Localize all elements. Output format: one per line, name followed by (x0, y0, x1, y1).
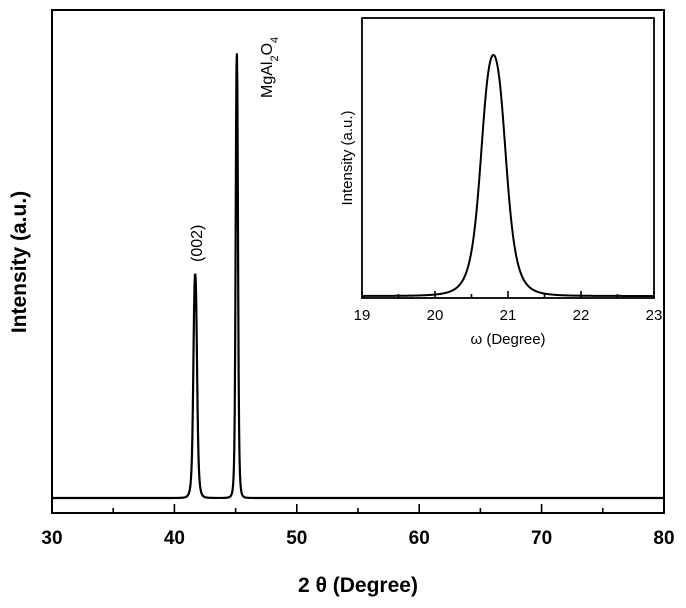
inset-x-ticks (361, 291, 655, 298)
inset-plot-frame (361, 17, 655, 299)
x-tick-label-70: 70 (531, 528, 552, 549)
inset-x-tick-labels: 19 20 21 22 23 (354, 307, 663, 324)
main-x-ticks (51, 504, 665, 513)
main-x-axis-title: 2 θ (Degree) (298, 574, 418, 597)
main-x-tick-labels: 30 40 50 60 70 80 (41, 528, 674, 549)
x-tick-label-22: 22 (573, 307, 590, 324)
main-y-axis-title: Intensity (a.u.) (8, 191, 31, 333)
main-plot: 30 40 50 60 70 80 (002) MgAl2O4 2 θ (Degree) … (8, 9, 675, 597)
x-tick-label-19: 19 (354, 307, 371, 324)
x-tick-label-23: 23 (646, 307, 663, 324)
x-tick-label-40: 40 (164, 528, 185, 549)
inset-x-axis-title: ω (Degree) (470, 331, 545, 348)
inset-plot: 19 20 21 22 23 ω (Degree) Intensity (a.u.) (339, 17, 663, 348)
x-tick-label-30: 30 (41, 528, 62, 549)
inset-y-axis-title: Intensity (a.u.) (339, 110, 356, 205)
main-annotation-mgal2o4: MgAl2O4 (259, 37, 281, 98)
x-tick-label-20: 20 (427, 307, 444, 324)
x-tick-label-80: 80 (653, 528, 674, 549)
inset-series-line (362, 53, 654, 297)
main-series-line (52, 53, 664, 500)
x-tick-label-21: 21 (500, 307, 517, 324)
x-tick-label-60: 60 (409, 528, 430, 549)
x-tick-label-50: 50 (286, 528, 307, 549)
main-annotation-002: (002) (189, 225, 206, 262)
